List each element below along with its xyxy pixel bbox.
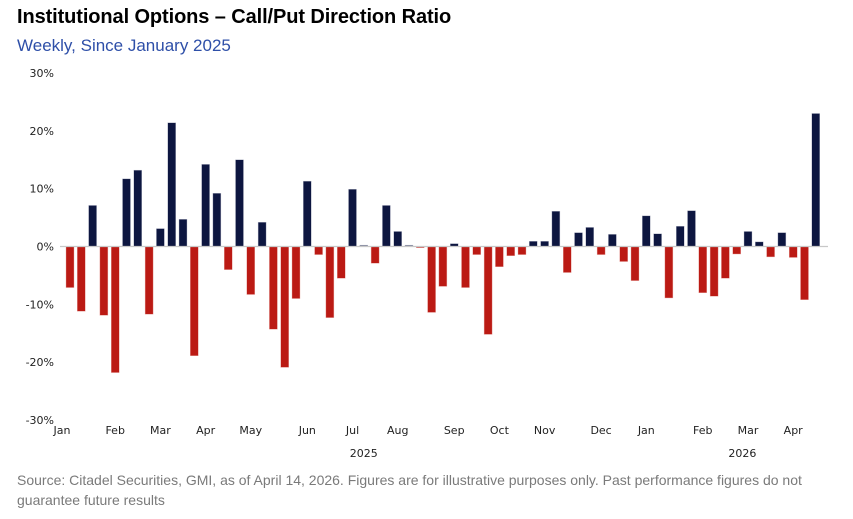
bar-positive	[348, 189, 357, 247]
x-tick-label-month: Jun	[298, 424, 316, 437]
x-tick-label-month: Apr	[196, 424, 216, 437]
bar-negative	[619, 246, 628, 262]
bar-negative	[190, 246, 199, 357]
y-tick-label: -20%	[26, 356, 54, 369]
bar-positive	[811, 113, 820, 247]
bar-positive	[212, 193, 222, 247]
bar-negative	[370, 246, 380, 264]
x-tick-label-month: Oct	[490, 424, 510, 437]
x-tick-label-month: Dec	[590, 424, 611, 437]
bar-negative	[291, 246, 301, 299]
bar-positive	[201, 164, 210, 247]
bar-positive	[303, 180, 312, 247]
bar-positive	[393, 231, 402, 247]
bar-negative	[461, 246, 470, 288]
x-tick-label-month: Jan	[637, 424, 655, 437]
bar-negative	[766, 246, 775, 258]
bar-positive	[133, 169, 143, 247]
bar-positive	[88, 205, 97, 247]
source-footnote: Source: Citadel Securities, GMI, as of A…	[17, 472, 802, 508]
bar-positive	[574, 232, 583, 247]
bar-positive	[529, 241, 538, 247]
bar-negative	[438, 246, 448, 287]
y-tick-label: -30%	[26, 414, 54, 427]
x-tick-label-month: Sep	[444, 424, 465, 437]
chart-subtitle: Weekly, Since January 2025	[17, 36, 231, 55]
bar-negative	[596, 246, 606, 255]
x-axis: Jan Feb Mar Apr May Jun Jul Aug Sep Oct Nov Dec Jan F…	[53, 424, 804, 460]
bar-negative	[269, 246, 278, 330]
bar-positive	[178, 219, 188, 247]
chart-title: Institutional Options – Call/Put Directi…	[17, 6, 452, 28]
y-tick-label: 20%	[30, 125, 54, 138]
bar-positive	[743, 231, 753, 247]
x-tick-label-month: Jan	[53, 424, 71, 437]
bar-negative	[709, 246, 719, 297]
bar-positive	[235, 159, 244, 247]
x-tick-label-year: 2026	[728, 447, 756, 460]
bar-positive	[167, 122, 176, 247]
x-tick-label-month: Nov	[534, 424, 556, 437]
bar-negative	[337, 246, 346, 279]
bar-positive	[122, 178, 131, 247]
bar-negative	[483, 246, 493, 335]
x-tick-label-month: Mar	[738, 424, 759, 437]
bar-positive	[676, 226, 685, 247]
bar-negative	[110, 246, 120, 373]
bar-negative	[630, 246, 640, 281]
bar-negative	[280, 246, 289, 368]
bars-group	[65, 113, 820, 373]
bar-negative	[800, 246, 809, 300]
x-tick-label-month: Apr	[784, 424, 804, 437]
bar-positive	[608, 234, 617, 247]
x-tick-label-year: 2025	[350, 447, 378, 460]
bar-positive	[382, 205, 391, 247]
bar-negative	[65, 246, 75, 288]
y-axis: 30% 20% 10% 0% -10% -20% -30%	[26, 67, 54, 427]
bar-negative	[246, 246, 256, 295]
x-tick-label-month: Feb	[693, 424, 712, 437]
x-tick-label-month: May	[239, 424, 262, 437]
bar-negative	[495, 246, 504, 267]
bar-negative	[563, 246, 572, 273]
y-tick-label: 10%	[30, 183, 54, 196]
bar-negative	[517, 246, 527, 255]
bar-positive	[755, 241, 764, 247]
y-tick-label: 30%	[30, 67, 54, 80]
bar-positive	[777, 232, 787, 247]
bar-chart: 30%20%10%0%-10%-20%-30% Jan Feb Mar Apr May J…	[26, 67, 828, 460]
y-tick-label: 0%	[37, 241, 54, 254]
bar-negative	[789, 246, 798, 258]
x-tick-label-month: Jul	[345, 424, 359, 437]
bar-positive	[551, 211, 561, 247]
bar-negative	[506, 246, 515, 256]
bar-positive	[156, 228, 165, 247]
y-tick-label: -10%	[26, 298, 54, 311]
bar-negative	[99, 246, 109, 316]
bar-negative	[427, 246, 436, 313]
x-tick-label-month: Aug	[387, 424, 408, 437]
bar-negative	[664, 246, 674, 299]
bar-positive	[642, 215, 651, 247]
bar-positive	[257, 222, 267, 247]
bar-negative	[721, 246, 730, 279]
x-tick-label-month: Feb	[105, 424, 124, 437]
bar-negative	[314, 246, 323, 255]
bar-positive	[687, 210, 696, 247]
x-tick-label-month: Mar	[150, 424, 171, 437]
bar-positive	[653, 233, 662, 247]
bar-negative	[698, 246, 707, 293]
bar-negative	[472, 246, 481, 255]
bar-negative	[144, 246, 154, 315]
bar-positive	[540, 241, 549, 247]
bar-negative	[325, 246, 335, 318]
bar-negative	[77, 246, 86, 312]
bar-negative	[223, 246, 233, 270]
bar-positive	[585, 227, 594, 247]
bar-positive	[359, 244, 368, 247]
bar-positive	[404, 244, 414, 247]
bar-negative	[732, 246, 741, 255]
